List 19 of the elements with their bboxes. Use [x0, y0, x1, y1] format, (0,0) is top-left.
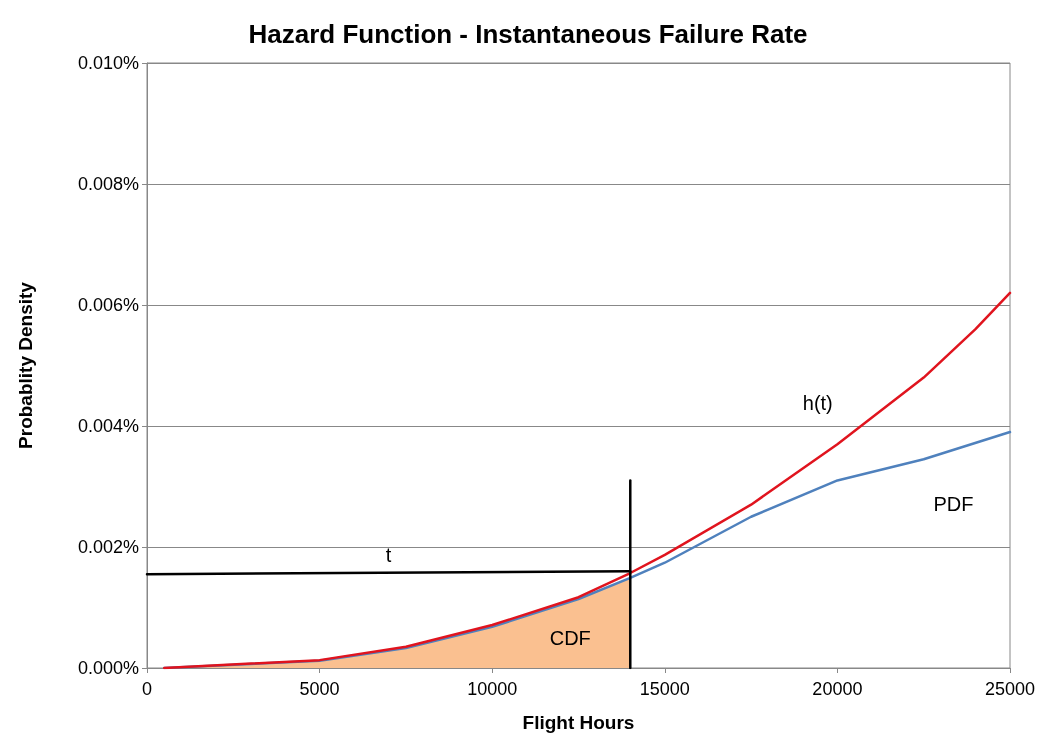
x-tick-label: 5000 — [299, 679, 340, 699]
y-tick-label: 0.008% — [77, 174, 139, 194]
series-label: t — [385, 543, 392, 566]
series-label: h(t) — [802, 392, 833, 415]
y-tick-label: 0.010% — [77, 53, 139, 73]
series-label: CDF — [549, 627, 591, 649]
y-tick-label: 0.000% — [77, 658, 139, 678]
chart-title: Hazard Function - Instantaneous Failure Rate — [248, 19, 808, 49]
x-tick-label: 15000 — [639, 679, 690, 699]
y-tick-label: 0.006% — [77, 295, 139, 315]
y-axis-title: Probablity Density — [15, 281, 36, 449]
x-axis-title: Flight Hours — [522, 712, 635, 733]
series-label: PDF — [933, 492, 974, 515]
x-tick-label: 0 — [141, 679, 153, 699]
y-tick-label: 0.004% — [77, 416, 139, 436]
x-tick-label: 10000 — [467, 679, 518, 699]
y-tick-label: 0.002% — [77, 537, 139, 557]
x-tick-label: 20000 — [812, 679, 863, 699]
x-tick-label: 25000 — [984, 679, 1036, 699]
